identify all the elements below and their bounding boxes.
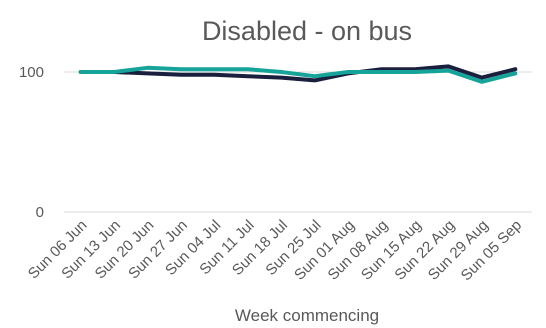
- chart-title: Disabled - on bus: [202, 16, 412, 46]
- series-line-2: [78, 65, 518, 84]
- series-lines: [78, 64, 518, 84]
- series-line-1: [78, 64, 518, 83]
- gridlines: [64, 71, 532, 213]
- y-axis-ticks: 0 100: [19, 64, 44, 221]
- y-tick-label: 0: [36, 204, 44, 221]
- x-axis-label: Week commencing: [235, 306, 379, 325]
- y-tick-label: 100: [19, 64, 44, 81]
